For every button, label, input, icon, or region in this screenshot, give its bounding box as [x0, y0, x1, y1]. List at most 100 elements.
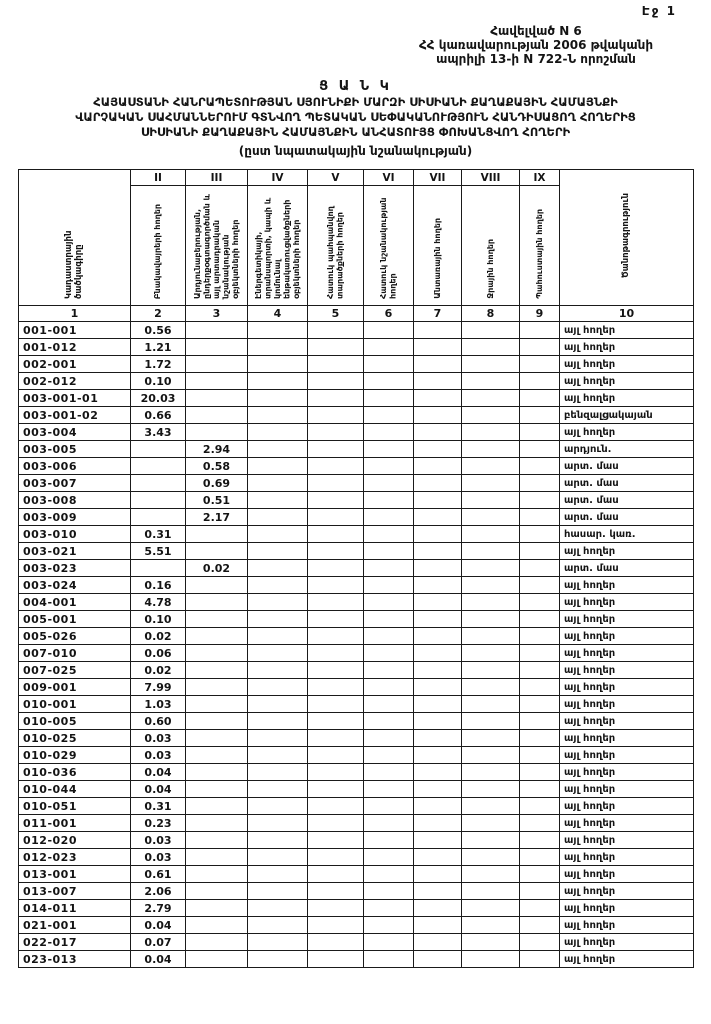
subtitle-line: ՍԻՍԻԱՆԻ ՔԱՂԱՔԱՅԻՆ ՀԱՄԱՅՆՔԻՆ ԱՆՀԱՏՈՒՅՑ ՓՈ…	[140, 125, 571, 139]
table-row: 013-001 0.61 այլ հողեր	[18, 865, 694, 883]
row-value-cell	[461, 610, 520, 628]
row-note-cell: այլ հողեր	[559, 695, 694, 713]
row-value-cell	[307, 525, 364, 543]
row-note-cell: այլ հողեր	[559, 423, 694, 441]
row-value-cell	[413, 627, 462, 645]
row-value-cell	[185, 848, 248, 866]
row-value-cell	[461, 882, 520, 900]
row-value-cell	[413, 865, 462, 883]
row-note-cell: այլ հողեր	[559, 678, 694, 696]
row-value-cell	[461, 746, 520, 764]
row-value-cell	[461, 729, 520, 747]
row-value-cell	[247, 831, 308, 849]
row-code-cell: 010-001	[18, 695, 131, 713]
row-value-cell	[413, 746, 462, 764]
row-value-cell	[247, 814, 308, 832]
row-value-cell	[363, 440, 414, 458]
row-value-cell	[363, 780, 414, 798]
row-value-cell	[413, 525, 462, 543]
row-note-cell: այլ հողեր	[559, 763, 694, 781]
row-value-cell	[363, 865, 414, 883]
row-value-cell	[247, 576, 308, 594]
row-value-cell	[307, 559, 364, 577]
table-row: 014-011 2.79 այլ հողեր	[18, 899, 694, 917]
row-code-cell: 007-010	[18, 644, 131, 662]
row-value-cell	[185, 916, 248, 934]
row-value-cell	[307, 831, 364, 849]
row-value-cell	[307, 899, 364, 917]
row-value-cell: 4.78	[130, 593, 186, 611]
row-value-cell	[247, 882, 308, 900]
table-row: 010-029 0.03 այլ հողեր	[18, 746, 694, 764]
table-row: 003-008 0.51 արտ. մաս	[18, 491, 694, 509]
row-note-cell: այլ հողեր	[559, 712, 694, 730]
row-value-cell	[519, 321, 560, 339]
row-value-cell	[307, 763, 364, 781]
roman-numeral-row: Կադաստրային ծածկագիրը II III IV V VI VII…	[18, 169, 694, 306]
row-value-cell	[461, 916, 520, 934]
row-value-cell	[185, 372, 248, 390]
table-row: 010-005 0.60 այլ հողեր	[18, 712, 694, 730]
row-value-cell	[363, 933, 414, 951]
row-value-cell	[461, 542, 520, 560]
row-note-cell: այլ հողեր	[559, 729, 694, 747]
annex-header: Հավելված N 6 ՀՀ կառավարության 2006 թվակա…	[371, 24, 701, 66]
row-value-cell: 0.02	[130, 627, 186, 645]
row-value-cell	[363, 950, 414, 968]
row-value-cell	[519, 576, 560, 594]
row-value-cell	[247, 627, 308, 645]
header-special-purpose-lands: Հատուկ նշանակության հողեր	[363, 185, 414, 306]
table-row: 003-010 0.31 հասար. կառ.	[18, 525, 694, 543]
row-value-cell	[363, 644, 414, 662]
row-code-cell: 022-017	[18, 933, 131, 951]
row-value-cell: 0.04	[130, 950, 186, 968]
row-value-cell	[247, 610, 308, 628]
row-value-cell	[413, 593, 462, 611]
table-row: 010-051 0.31 այլ հողեր	[18, 797, 694, 815]
row-value-cell	[413, 389, 462, 407]
row-note-cell: այլ հողեր	[559, 831, 694, 849]
row-value-cell: 0.04	[130, 780, 186, 798]
row-code-cell: 005-026	[18, 627, 131, 645]
row-value-cell	[461, 661, 520, 679]
row-code-cell: 002-012	[18, 372, 131, 390]
row-value-cell	[363, 559, 414, 577]
column-number: 6	[363, 305, 414, 322]
row-value-cell: 1.21	[130, 338, 186, 356]
row-value-cell	[413, 440, 462, 458]
row-value-cell	[185, 542, 248, 560]
row-value-cell	[307, 593, 364, 611]
row-value-cell	[519, 474, 560, 492]
row-value-cell	[519, 627, 560, 645]
row-value-cell	[413, 950, 462, 968]
row-value-cell	[363, 882, 414, 900]
row-value-cell	[307, 457, 364, 475]
row-value-cell	[247, 695, 308, 713]
roman-numeral: IV	[247, 169, 308, 186]
column-number: 7	[413, 305, 462, 322]
row-value-cell: 2.17	[185, 508, 248, 526]
table-row: 005-026 0.02 այլ հողեր	[18, 627, 694, 645]
row-value-cell	[185, 423, 248, 441]
row-value-cell: 0.69	[185, 474, 248, 492]
row-value-cell	[519, 916, 560, 934]
row-value-cell	[461, 321, 520, 339]
row-value-cell	[185, 695, 248, 713]
row-code-cell: 003-010	[18, 525, 131, 543]
row-value-cell: 20.03	[130, 389, 186, 407]
row-value-cell	[307, 882, 364, 900]
row-value-cell	[307, 491, 364, 509]
row-value-cell: 0.31	[130, 797, 186, 815]
row-note-cell: այլ հողեր	[559, 355, 694, 373]
row-value-cell	[519, 882, 560, 900]
row-value-cell	[307, 729, 364, 747]
row-value-cell	[461, 695, 520, 713]
row-code-cell: 010-044	[18, 780, 131, 798]
row-code-cell: 012-023	[18, 848, 131, 866]
row-value-cell	[519, 712, 560, 730]
row-value-cell	[307, 423, 364, 441]
column-number: 4	[247, 305, 308, 322]
row-value-cell	[247, 933, 308, 951]
row-value-cell	[519, 763, 560, 781]
row-value-cell	[247, 508, 308, 526]
